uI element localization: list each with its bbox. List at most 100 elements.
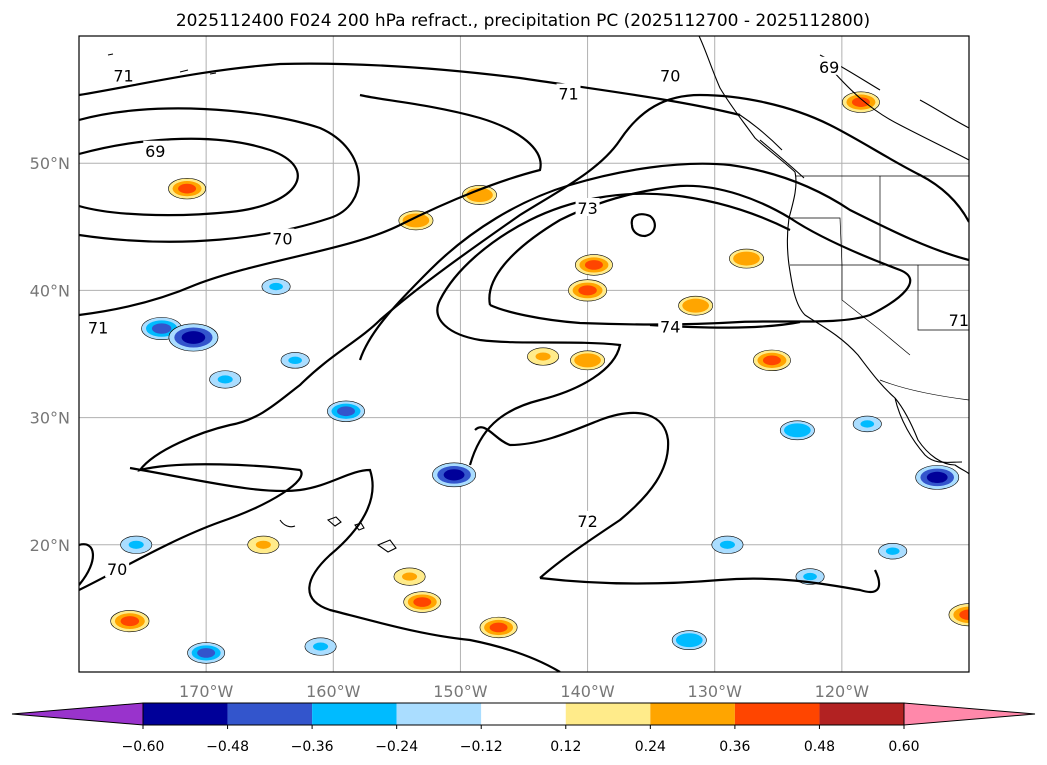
contour-71-main <box>79 93 542 317</box>
x-tick-label: 160°W <box>306 682 361 701</box>
colorbar-tick-label: 0.48 <box>804 739 835 755</box>
colorbar-tick-label: 0.24 <box>635 739 666 755</box>
contour-70-mid <box>79 543 95 586</box>
contour-72-inner <box>436 192 791 466</box>
colorbar-tick-label: 0.60 <box>888 739 919 755</box>
contour-label-bg <box>556 83 581 102</box>
contour-label: 70 <box>272 230 292 249</box>
colorbar-tick-label: −0.60 <box>122 739 165 755</box>
precip-blob <box>568 279 608 302</box>
y-tick-label: 50°N <box>30 154 70 173</box>
precip-blob <box>168 177 207 200</box>
colorbar-segment <box>227 703 313 725</box>
colorbar-segment <box>819 703 904 725</box>
precip-blob <box>304 637 337 656</box>
precip-blob <box>570 350 606 371</box>
precip-blob <box>678 295 714 316</box>
precip-blob <box>168 323 219 352</box>
contour-70-south <box>79 93 969 591</box>
colorbar-tick-label: −0.36 <box>291 739 334 755</box>
colorbar-segment <box>312 703 397 725</box>
precip-blob <box>878 542 908 560</box>
contour-label: 74 <box>660 317 680 336</box>
contour-label: 71 <box>558 85 578 104</box>
x-tick-label: 120°W <box>815 682 870 701</box>
precip-blob <box>527 347 560 366</box>
colorbar-segment <box>565 703 651 725</box>
x-tick-label: 140°W <box>560 682 615 701</box>
y-tick-label: 30°N <box>30 409 70 428</box>
contour-label: 69 <box>819 58 839 77</box>
colorbar-extend-max <box>903 702 1036 726</box>
precip-blob <box>462 185 497 205</box>
colorbar-tick-label: 0.36 <box>719 739 750 755</box>
contour-69-west <box>79 137 299 217</box>
colorbar-segment <box>481 703 566 725</box>
contour-label-bg <box>111 65 136 84</box>
precip-blob <box>403 591 442 613</box>
precip-blob <box>841 91 880 113</box>
x-tick-label: 130°W <box>688 682 743 701</box>
contour-label: 72 <box>577 512 597 531</box>
contour-label-bg <box>575 510 600 529</box>
precip-blob <box>432 462 476 488</box>
contour-label-layer: 71 71 70 69 69 70 73 71 74 72 70 71 <box>86 56 969 579</box>
precip-blob <box>574 254 613 276</box>
contour-label-bg <box>946 309 969 328</box>
refractivity-contours <box>79 62 969 672</box>
precip-blob <box>671 630 707 651</box>
precip-blob <box>795 568 825 585</box>
precip-blob <box>779 420 815 441</box>
x-axis: 170°W 160°W 150°W 140°W 130°W 120°W <box>179 682 869 701</box>
colorbar-segment <box>734 703 820 725</box>
precip-blob <box>729 248 764 269</box>
colorbar-tick-label: −0.24 <box>375 739 418 755</box>
contour-label: 71 <box>949 311 969 330</box>
colorbar-segment <box>650 703 735 725</box>
x-tick-label: 150°W <box>433 682 488 701</box>
precip-blob <box>280 352 310 369</box>
contour-71-upper <box>79 62 741 117</box>
contour-label: 71 <box>113 67 133 86</box>
colorbar-tick-label: −0.12 <box>460 739 503 755</box>
contour-72-south <box>474 411 670 579</box>
contour-south-big <box>129 466 561 672</box>
coastlines <box>107 36 969 553</box>
precip-blob <box>393 567 426 586</box>
precip-blob <box>120 535 153 554</box>
precip-blob <box>711 535 744 554</box>
colorbar-tick-label: −0.48 <box>206 739 249 755</box>
precip-blob <box>261 278 291 295</box>
contour-label: 69 <box>145 142 165 161</box>
contour-label-bg <box>86 317 111 336</box>
colorbar-segment <box>143 703 228 725</box>
contour-label-bg <box>658 65 683 84</box>
contour-label-bg <box>575 197 600 216</box>
contour-72 <box>358 162 969 361</box>
precip-blob <box>327 400 365 422</box>
contour-72-east <box>539 569 881 593</box>
contour-label-bg <box>105 559 130 578</box>
contour-label: 70 <box>660 67 680 86</box>
contour-label-bg <box>143 140 168 159</box>
precip-blob <box>187 642 226 664</box>
precip-blob <box>247 535 280 554</box>
state-borders <box>790 175 969 401</box>
contour-label-bg <box>270 228 295 247</box>
chart-title: 2025112400 F024 200 hPa refract., precip… <box>176 11 870 31</box>
contour-74-ring <box>630 213 656 238</box>
y-tick-label: 20°N <box>30 536 70 555</box>
precip-blob <box>209 370 242 389</box>
map-background <box>79 36 969 672</box>
y-tick-label: 40°N <box>30 281 70 300</box>
map-frame <box>78 35 970 673</box>
colorbar: −0.60 −0.48 −0.36 −0.24 −0.12 0.12 0.24 0.36 0.4… <box>11 702 1036 755</box>
precip-blob <box>852 415 882 433</box>
contour-label-bg <box>817 56 842 75</box>
precip-blob <box>948 603 969 627</box>
precip-blob <box>479 616 518 639</box>
contour-label: 73 <box>577 199 597 218</box>
colorbar-tick-label: 0.12 <box>550 739 581 755</box>
gridlines <box>79 36 969 672</box>
